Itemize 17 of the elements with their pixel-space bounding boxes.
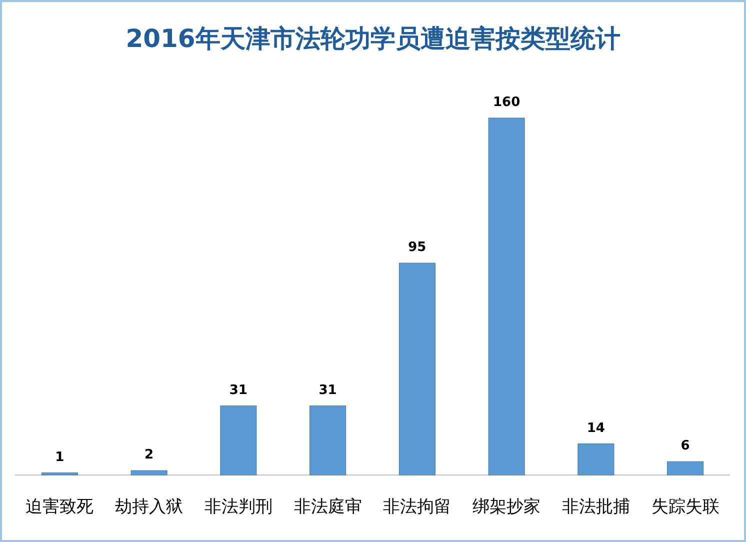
- data-label: 14: [586, 420, 605, 436]
- x-tick-label: 失踪失联: [651, 497, 720, 517]
- x-tick-label: 非法庭审: [294, 497, 362, 517]
- x-tick-label: 非法判刑: [204, 497, 272, 517]
- data-label: 95: [408, 240, 426, 256]
- data-label: 1: [55, 450, 64, 465]
- data-label: 31: [318, 382, 337, 398]
- data-label: 2: [144, 448, 154, 463]
- data-label: 6: [680, 438, 690, 454]
- x-tick-label: 迫害致死: [26, 497, 94, 517]
- x-tick-label: 非法批捕: [562, 497, 630, 517]
- data-label: 160: [492, 95, 520, 110]
- title: 2016年天津市法轮功学员遭迫害按类型统计: [126, 24, 620, 53]
- x-tick-label: 绑架抄家: [472, 497, 541, 517]
- data-label: 31: [229, 382, 248, 398]
- x-tick-label: 劫持入狱: [115, 497, 184, 517]
- x-tick-label: 非法拘留: [383, 497, 452, 517]
